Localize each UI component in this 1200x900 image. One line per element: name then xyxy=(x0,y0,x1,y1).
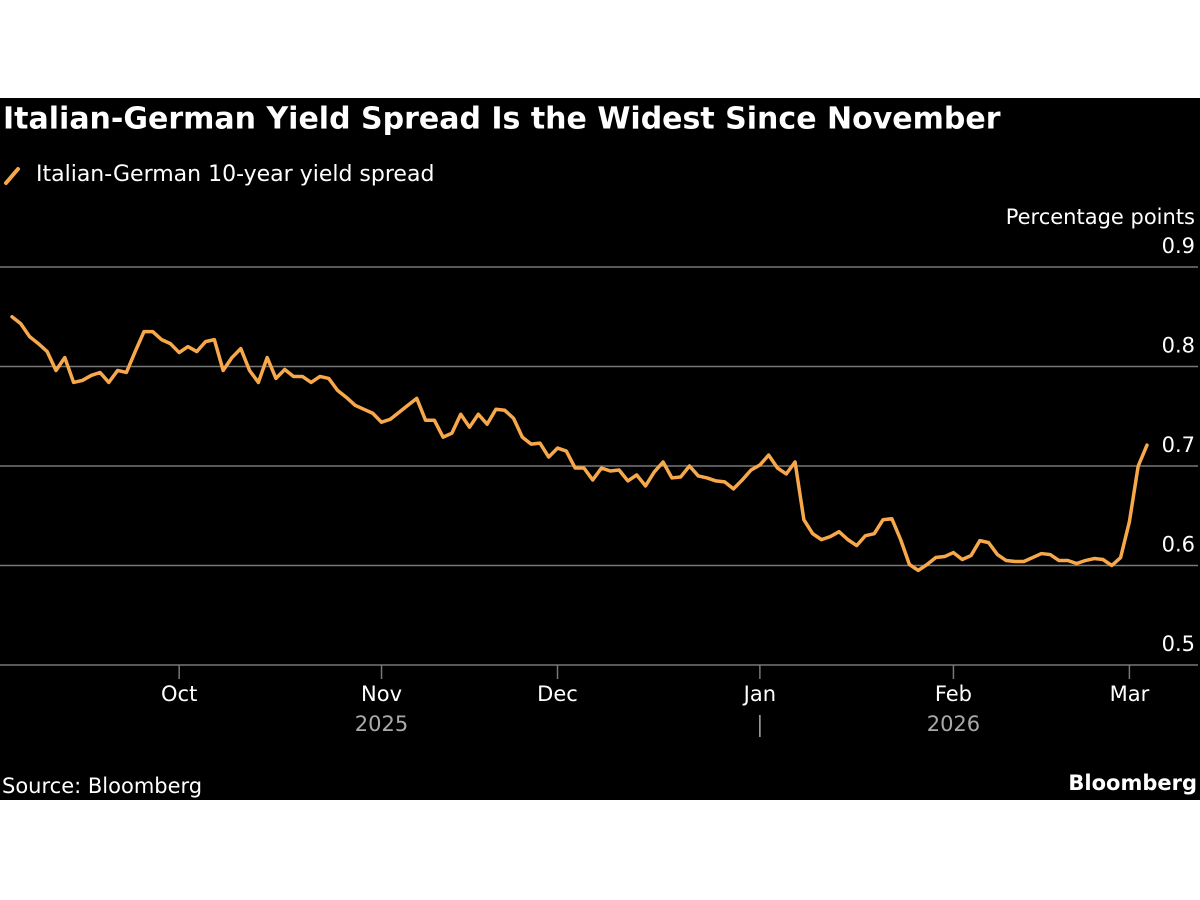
x-tick-label: Mar xyxy=(1110,682,1150,706)
x-tick-label: Dec xyxy=(537,682,578,706)
x-year-label: 2025 xyxy=(355,712,408,736)
y-tick-label: 0.9 xyxy=(1162,234,1195,258)
y-tick-label: 0.8 xyxy=(1162,334,1195,358)
x-year-label: 2026 xyxy=(927,712,980,736)
x-tick-label: Oct xyxy=(161,682,197,706)
x-tick-label: Nov xyxy=(361,682,402,706)
source: Source: Bloomberg xyxy=(2,774,202,798)
legend-swatch xyxy=(4,167,20,185)
y-tick-label: 0.5 xyxy=(1162,632,1195,656)
y-tick-label: 0.6 xyxy=(1162,533,1195,557)
x-tick-label: Jan xyxy=(742,682,776,706)
chart-background xyxy=(0,98,1200,800)
y-tick-label: 0.7 xyxy=(1162,433,1195,457)
y-axis-label: Percentage points xyxy=(1006,205,1195,229)
chart-title: Italian-German Yield Spread Is the Wides… xyxy=(3,102,1001,137)
legend-label: Italian-German 10-year yield spread xyxy=(36,162,434,187)
credit: Bloomberg xyxy=(1068,771,1197,795)
x-tick-label: Feb xyxy=(935,682,972,706)
line-series xyxy=(10,315,1149,573)
